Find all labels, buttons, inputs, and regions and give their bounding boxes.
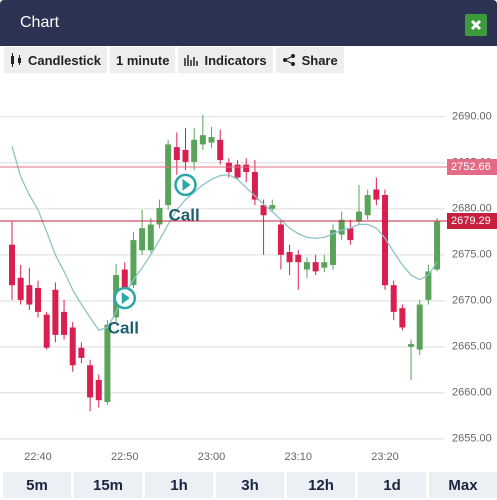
candle-icon: [11, 53, 21, 67]
candle-body: [95, 379, 102, 401]
candle-body: [286, 252, 293, 263]
range-button[interactable]: Max: [429, 472, 497, 498]
interval-button[interactable]: 1 minute: [109, 47, 176, 73]
candle-body: [165, 144, 172, 206]
call-marker: [113, 286, 137, 310]
y-tick-label: 2670.00: [452, 295, 492, 307]
y-tick-label: 2660.00: [452, 387, 492, 399]
range-button[interactable]: 3h: [216, 472, 284, 498]
candle-body: [78, 347, 85, 358]
candle-body: [191, 139, 198, 162]
candle-body: [234, 164, 241, 178]
call-arrow: [121, 292, 130, 305]
x-tick-label: 23:10: [285, 451, 313, 463]
candle-body: [251, 172, 258, 200]
candle-body: [338, 219, 345, 235]
candle-body: [382, 195, 389, 286]
chart: 2655.00 2660.00 2665.00 2670.00 2675.00 2680.…: [0, 111, 497, 463]
range-button[interactable]: 1h: [145, 472, 213, 498]
button-label: Candlestick: [28, 52, 101, 68]
candle-body: [243, 164, 250, 173]
candle-body: [434, 221, 441, 270]
chart-type-button[interactable]: Candlestick: [4, 47, 107, 73]
call-arrow: [182, 178, 191, 191]
candle-body: [295, 254, 302, 263]
candle-body: [130, 240, 137, 286]
candle-body: [277, 224, 284, 255]
range-button[interactable]: 15m: [74, 472, 142, 498]
candle-body: [104, 324, 111, 403]
share-button[interactable]: Share: [275, 47, 344, 73]
range-button[interactable]: 1d: [358, 472, 426, 498]
close-button[interactable]: [465, 14, 487, 36]
call-label: Call: [169, 205, 200, 224]
header: Chart: [0, 0, 497, 46]
candle-body: [408, 344, 415, 347]
range-button[interactable]: 12h: [287, 472, 355, 498]
candle-body: [26, 285, 33, 305]
y-tick-label: 2655.00: [452, 433, 492, 445]
candle-body: [416, 304, 423, 350]
button-label: Share: [301, 52, 338, 68]
indicators-button[interactable]: Indicators: [178, 47, 273, 73]
candle-body: [364, 195, 371, 216]
x-tick-label: 22:40: [24, 451, 52, 463]
candle-body: [147, 224, 154, 251]
x-tick-label: 23:00: [198, 451, 226, 463]
candle-body: [87, 365, 94, 398]
candle-body: [399, 308, 406, 328]
candle-body: [329, 229, 336, 265]
range-bar: 5m 15m 1h 3h 12h 1d Max: [3, 472, 497, 498]
header-title: Chart: [20, 14, 60, 31]
candle-body: [69, 327, 76, 366]
candle-body: [269, 205, 276, 209]
y-tick-label: 2690.00: [452, 111, 492, 123]
candle-body: [390, 285, 397, 312]
candle-body: [43, 314, 50, 348]
price-tag-label: 2752.66: [451, 161, 491, 173]
y-tick-label: 2675.00: [452, 249, 492, 261]
candle-body: [260, 205, 267, 216]
candle-body: [61, 311, 68, 335]
x-tick-label: 22:50: [111, 451, 139, 463]
indicators-icon: [184, 55, 199, 66]
price-tag-label: 2679.29: [451, 215, 491, 227]
share-icon: [282, 54, 295, 66]
candle-body: [303, 262, 310, 270]
candle-body: [121, 269, 128, 290]
candle-body: [173, 147, 180, 161]
button-label: 1 minute: [115, 52, 170, 68]
candle-body: [199, 135, 206, 145]
x-tick-label: 23:20: [371, 451, 399, 463]
y-tick-label: 2665.00: [452, 341, 492, 353]
button-label: Indicators: [204, 52, 267, 68]
y-tick-label: 2680.00: [452, 203, 492, 215]
candle-body: [182, 149, 189, 162]
candle-body: [9, 244, 15, 286]
candle-body: [208, 137, 215, 143]
price-tag: [447, 213, 497, 229]
candle-body: [321, 262, 328, 268]
candle-body: [312, 262, 319, 272]
toolbar: Candlestick 1 minute Indicators Share: [4, 47, 344, 73]
price-tag: [447, 159, 497, 175]
moving-average-line: [11, 146, 438, 332]
candle-body: [156, 207, 163, 225]
candle-body: [17, 277, 24, 300]
range-button[interactable]: 5m: [3, 472, 71, 498]
candle-body: [425, 271, 432, 300]
candle-body: [139, 228, 146, 251]
candle-body: [52, 289, 59, 335]
candle-body: [356, 211, 362, 222]
call-marker: [174, 173, 197, 197]
candle-body: [373, 189, 380, 200]
candle-body: [35, 287, 42, 312]
candle-body: [347, 228, 354, 241]
call-label: Call: [108, 319, 139, 338]
candle-body: [217, 139, 224, 161]
